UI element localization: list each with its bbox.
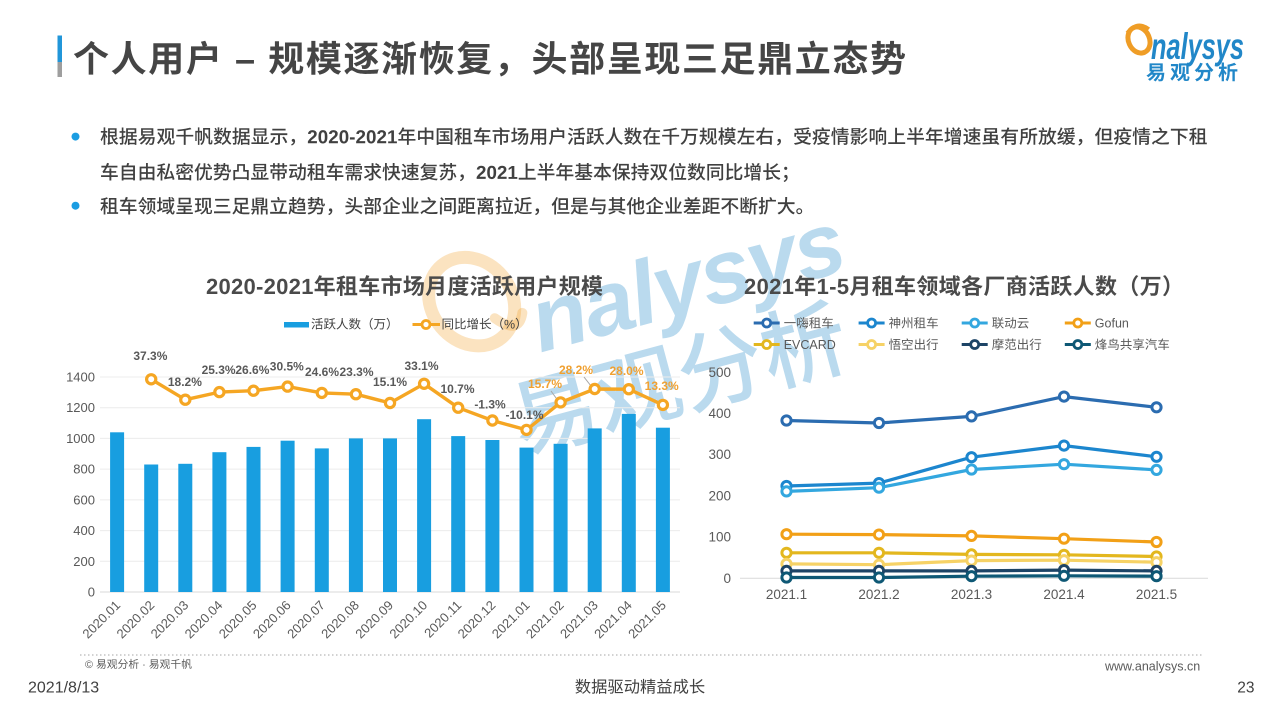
svg-text:0: 0 <box>723 571 731 586</box>
svg-text:500: 500 <box>708 365 731 380</box>
svg-text:25.3%: 25.3% <box>202 363 236 377</box>
svg-text:1400: 1400 <box>66 370 95 385</box>
svg-text:400: 400 <box>708 406 731 421</box>
svg-text:37.3%: 37.3% <box>133 349 167 363</box>
svg-text:15.1%: 15.1% <box>373 375 407 389</box>
svg-text:15.7%: 15.7% <box>528 377 562 391</box>
svg-text:-10.1%: -10.1% <box>505 408 543 422</box>
svg-text:400: 400 <box>73 523 95 538</box>
svg-text:www.analysys.cn: www.analysys.cn <box>1104 660 1200 674</box>
svg-text:18.2%: 18.2% <box>168 375 202 389</box>
svg-text:1000: 1000 <box>66 431 95 446</box>
svg-text:2021.2: 2021.2 <box>858 587 899 602</box>
svg-text:-1.3%: -1.3% <box>474 398 506 412</box>
svg-text:23: 23 <box>1237 680 1254 697</box>
svg-text:2021.1: 2021.1 <box>766 587 807 602</box>
svg-text:nalysys: nalysys <box>1151 25 1244 67</box>
svg-text:30.5%: 30.5% <box>270 360 304 374</box>
svg-text:2021.5: 2021.5 <box>1136 587 1177 602</box>
svg-text:200: 200 <box>73 554 95 569</box>
svg-text:28.2%: 28.2% <box>559 363 593 377</box>
svg-text:200: 200 <box>708 488 731 503</box>
svg-text:28.0%: 28.0% <box>609 364 643 378</box>
svg-text:13.3%: 13.3% <box>645 379 679 393</box>
svg-text:2021/8/13: 2021/8/13 <box>28 680 99 697</box>
svg-text:1200: 1200 <box>66 400 95 415</box>
svg-text:10.7%: 10.7% <box>440 382 474 396</box>
svg-text:33.1%: 33.1% <box>404 359 438 373</box>
svg-text:Gofun: Gofun <box>1095 317 1129 331</box>
svg-text:23.3%: 23.3% <box>339 365 373 379</box>
svg-text:24.6%: 24.6% <box>305 365 339 379</box>
svg-text:800: 800 <box>73 462 95 477</box>
svg-text:100: 100 <box>708 530 731 545</box>
svg-text:26.6%: 26.6% <box>235 363 269 377</box>
svg-text:2021.3: 2021.3 <box>951 587 992 602</box>
svg-text:300: 300 <box>708 447 731 462</box>
svg-text:2021.4: 2021.4 <box>1043 587 1085 602</box>
svg-text:600: 600 <box>73 492 95 507</box>
svg-text:0: 0 <box>88 585 95 600</box>
svg-text:EVCARD: EVCARD <box>784 338 836 352</box>
